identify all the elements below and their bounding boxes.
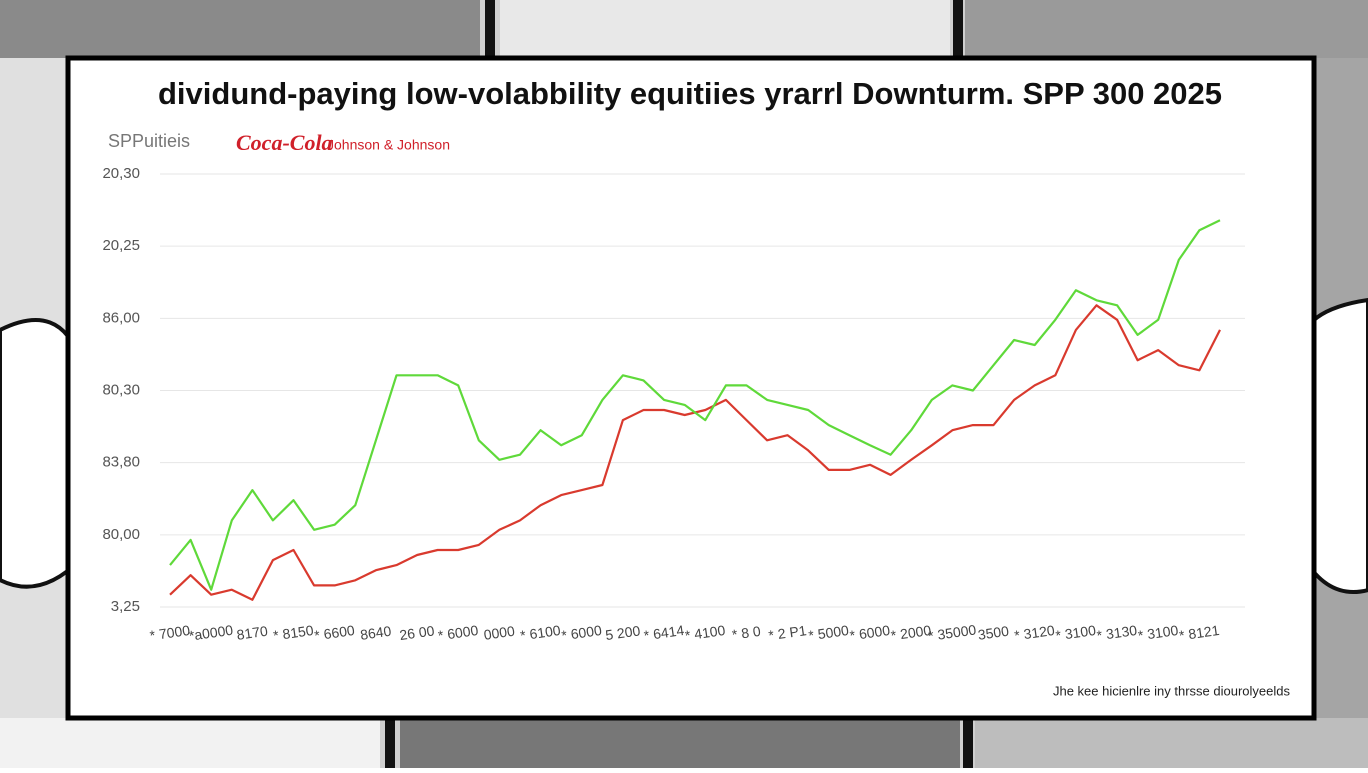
x-tick-label: * 8150 — [272, 622, 315, 644]
x-tick-label: * 3130 — [1096, 622, 1139, 644]
x-tick-label: * 6600 — [313, 622, 356, 644]
x-tick-label: 8170 — [236, 623, 269, 643]
y-tick-label: 80,00 — [102, 526, 140, 543]
x-tick-label: * 6414 — [643, 622, 686, 644]
footnote: Jhe kee hicienlre iny thrsse diourolyeel… — [1053, 683, 1291, 698]
x-tick-label: 0000 — [483, 623, 516, 643]
x-tick-label: * 3120 — [1013, 622, 1056, 644]
y-tick-label: 20,25 — [102, 237, 140, 254]
y-tick-label: 86,00 — [102, 309, 140, 326]
y-tick-label: 3,25 — [111, 598, 140, 615]
legend-label: SPPuitieis — [108, 131, 190, 151]
series-line — [169, 219, 1221, 591]
x-tick-label: * 2000 — [890, 622, 933, 644]
x-tick-label: * 7000 — [149, 622, 192, 644]
x-tick-label: 8640 — [359, 623, 392, 643]
x-tick-label: * 6000 — [437, 622, 480, 644]
legend-label: Johnson & Johnson — [327, 137, 450, 153]
x-tick-label: * 8121 — [1178, 622, 1221, 644]
x-tick-label: *a0000 — [188, 622, 234, 644]
x-tick-label: * 8 0 — [731, 623, 762, 643]
x-tick-label: * 6000 — [849, 622, 892, 644]
y-tick-label: 20,30 — [102, 165, 140, 182]
x-tick-label: * 2 P1 — [767, 622, 807, 643]
x-tick-label: * 3100 — [1137, 622, 1180, 644]
chart-title: dividund-paying low-volabbility equitiie… — [158, 76, 1222, 111]
y-tick-label: 83,80 — [102, 454, 140, 471]
x-tick-label: * 6000 — [560, 622, 603, 644]
x-tick-label: * 5000 — [807, 622, 850, 644]
x-tick-label: * 35000 — [927, 621, 977, 644]
x-tick-label: * 4100 — [684, 622, 727, 644]
x-tick-label: 26 00 — [398, 622, 435, 643]
chart-frame — [65, 55, 1317, 721]
x-tick-label: * 6100 — [519, 622, 562, 644]
legend-logo: Coca-Cola — [236, 130, 333, 155]
x-tick-label: * 3100 — [1055, 622, 1098, 644]
x-tick-label: 5 200 — [604, 622, 641, 643]
y-tick-label: 80,30 — [102, 381, 140, 398]
x-tick-label: 3500 — [977, 623, 1010, 643]
